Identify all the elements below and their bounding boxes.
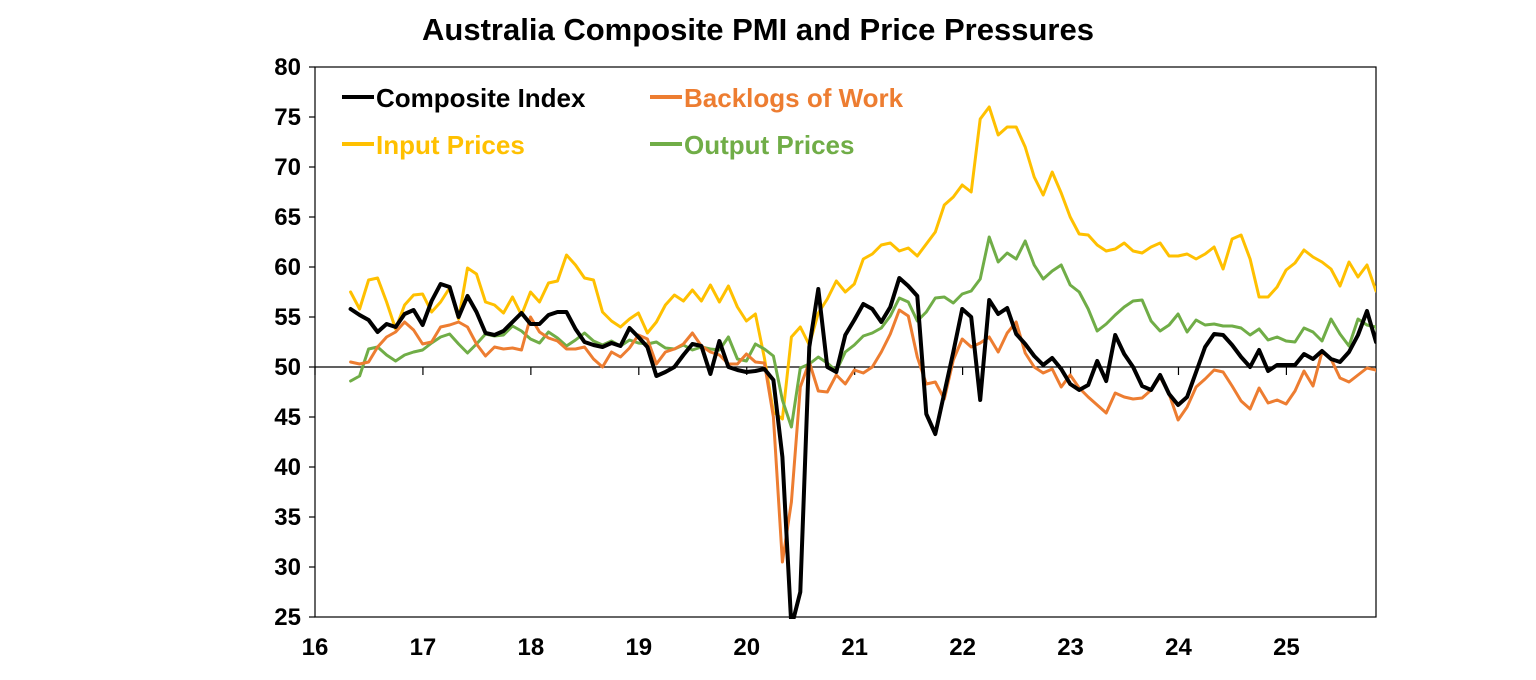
chart-title: Australia Composite PMI and Price Pressu… — [422, 12, 1094, 47]
series-line-output-prices — [349, 235, 1376, 429]
y-tick-label: 30 — [274, 554, 301, 581]
y-tick-label: 50 — [274, 354, 301, 381]
x-tick-label: 17 — [410, 634, 437, 661]
series-line-composite-index — [348, 276, 1376, 619]
y-tick-label: 75 — [274, 104, 301, 131]
y-tick-label: 35 — [274, 504, 301, 531]
x-tick-label: 22 — [949, 634, 976, 661]
y-tick-label: 70 — [274, 154, 301, 181]
y-tick-label: 45 — [274, 404, 301, 431]
x-tick-label: 21 — [841, 634, 868, 661]
legend-label-output-prices: Output Prices — [684, 130, 854, 160]
x-tick-label: 18 — [518, 634, 545, 661]
legend: Composite Index Backlogs of Work Input Pri… — [342, 83, 904, 160]
x-tick-label: 24 — [1165, 634, 1192, 661]
series-group — [348, 105, 1376, 619]
series-line-backlogs-of-work — [349, 308, 1376, 564]
x-tick-label: 20 — [733, 634, 760, 661]
x-tick-label: 19 — [625, 634, 652, 661]
legend-label-backlogs-of-work: Backlogs of Work — [684, 83, 904, 113]
y-tick-label: 55 — [274, 304, 301, 331]
y-tick-label: 40 — [274, 454, 301, 481]
legend-label-input-prices: Input Prices — [376, 130, 525, 160]
y-tick-label: 65 — [274, 204, 301, 231]
legend-label-composite-index: Composite Index — [376, 83, 586, 113]
y-tick-label: 25 — [274, 604, 301, 631]
x-tick-label: 16 — [302, 634, 329, 661]
x-tick-label: 25 — [1273, 634, 1300, 661]
y-tick-label: 80 — [274, 54, 301, 81]
x-tick-label: 23 — [1057, 634, 1084, 661]
y-tick-label: 60 — [274, 254, 301, 281]
